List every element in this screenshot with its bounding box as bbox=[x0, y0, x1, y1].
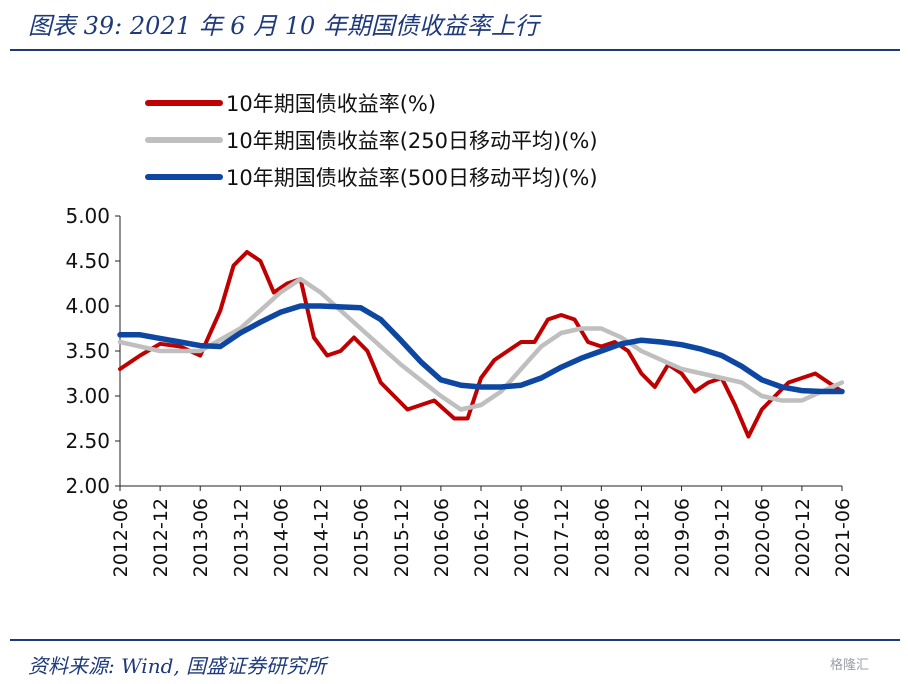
x-tick-label: 2020-06 bbox=[752, 498, 774, 577]
y-tick-label: 4.00 bbox=[65, 294, 110, 318]
source-note: 资料来源: Wind, 国盛证券研究所 bbox=[28, 654, 327, 678]
y-tick-label: 3.00 bbox=[65, 384, 110, 408]
y-tick-label: 2.00 bbox=[65, 474, 110, 498]
legend-label-yield: 10年期国债收益率(%) bbox=[226, 92, 436, 116]
y-tick-label: 4.50 bbox=[65, 249, 110, 273]
x-tick-label: 2013-06 bbox=[190, 498, 212, 577]
x-tick-label: 2014-06 bbox=[270, 498, 292, 577]
x-tick-label: 2013-12 bbox=[230, 498, 252, 577]
y-axis: 5.00 4.50 4.00 3.50 3.00 2.50 2.00 bbox=[65, 204, 121, 498]
bottom-rule bbox=[10, 639, 900, 641]
x-tick-label: 2018-12 bbox=[631, 498, 653, 577]
series-lines bbox=[117, 250, 845, 439]
x-tick-label: 2015-12 bbox=[391, 498, 413, 577]
x-axis: 2012-06 2012-12 2013-06 2013-12 2014-06 2014-… bbox=[110, 485, 854, 577]
x-tick-label: 2019-12 bbox=[712, 498, 734, 577]
x-tick-label: 2012-06 bbox=[110, 498, 132, 577]
y-tick-label: 5.00 bbox=[65, 204, 110, 228]
x-tick-label: 2017-12 bbox=[551, 498, 573, 577]
x-tick-label: 2016-06 bbox=[431, 498, 453, 577]
x-tick-label: 2018-06 bbox=[591, 498, 613, 577]
series-line-ma500 bbox=[117, 303, 845, 395]
x-tick-label: 2019-06 bbox=[672, 498, 694, 577]
legend-label-ma500: 10年期国债收益率(500日移动平均)(%) bbox=[226, 166, 598, 190]
y-tick-label: 2.50 bbox=[65, 429, 110, 453]
x-tick-label: 2020-12 bbox=[792, 498, 814, 577]
series-line-yield bbox=[118, 250, 844, 439]
y-tick-label: 3.50 bbox=[65, 339, 110, 363]
x-tick-label: 2016-12 bbox=[471, 498, 493, 577]
x-tick-label: 2017-06 bbox=[511, 498, 533, 577]
legend-label-ma250: 10年期国债收益率(250日移动平均)(%) bbox=[226, 129, 598, 153]
x-tick-label: 2021-06 bbox=[832, 498, 854, 577]
legend: 10年期国债收益率(%) 10年期国债收益率(250日移动平均)(%) 10年期国债… bbox=[145, 92, 598, 190]
x-tick-label: 2015-06 bbox=[351, 498, 373, 577]
top-rule bbox=[10, 49, 900, 51]
watermark: 格隆汇 bbox=[830, 658, 870, 673]
series-line-ma250 bbox=[117, 276, 845, 412]
figure-title: 图表 39: 2021 年 6 月 10 年期国债收益率上行 bbox=[28, 12, 539, 40]
x-tick-label: 2014-12 bbox=[311, 498, 333, 577]
x-tick-label: 2012-12 bbox=[150, 498, 172, 577]
